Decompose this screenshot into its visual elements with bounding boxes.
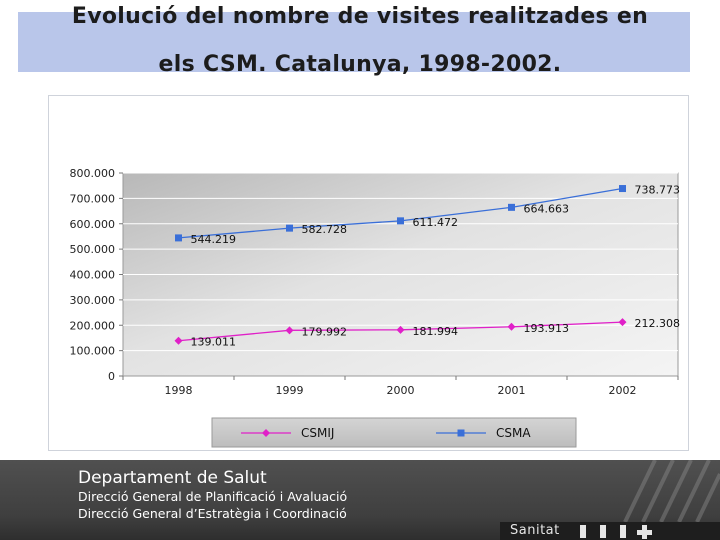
data-label: 738.773 bbox=[635, 184, 681, 197]
x-tick-label: 1999 bbox=[276, 384, 304, 397]
legend-marker bbox=[457, 429, 465, 437]
y-tick-label: 700.000 bbox=[70, 192, 116, 205]
legend-label: CSMA bbox=[496, 426, 531, 440]
brand-mark-icon bbox=[580, 525, 652, 539]
y-tick-label: 0 bbox=[108, 370, 115, 383]
y-tick-label: 300.000 bbox=[70, 294, 116, 307]
data-label: 664.663 bbox=[524, 202, 570, 215]
data-point bbox=[175, 234, 182, 242]
data-point bbox=[619, 185, 626, 193]
y-tick-label: 600.000 bbox=[70, 218, 116, 231]
data-label: 179.992 bbox=[302, 325, 348, 338]
brand-label: Sanitat bbox=[510, 523, 560, 538]
brand-bar: Sanitat bbox=[500, 522, 720, 540]
data-point bbox=[618, 318, 627, 327]
data-point bbox=[508, 203, 515, 211]
legend-marker bbox=[262, 429, 270, 437]
y-tick-label: 400.000 bbox=[70, 269, 116, 282]
y-tick-label: 100.000 bbox=[70, 345, 116, 358]
directorate-line-2: Direcció General d’Estratègia i Coordina… bbox=[78, 506, 347, 521]
data-label: 611.472 bbox=[413, 216, 459, 229]
x-tick-label: 2000 bbox=[387, 384, 415, 397]
x-tick-label: 2002 bbox=[609, 384, 637, 397]
slide-title-line-2: els CSM. Catalunya, 1998-2002. bbox=[158, 52, 562, 77]
data-label: 193.913 bbox=[524, 322, 570, 335]
data-point bbox=[174, 336, 183, 345]
data-label: 212.308 bbox=[635, 317, 681, 330]
data-point bbox=[507, 322, 516, 331]
data-point bbox=[396, 325, 405, 334]
data-point bbox=[286, 224, 293, 232]
y-tick-label: 200.000 bbox=[70, 319, 116, 332]
data-label: 582.728 bbox=[302, 223, 348, 236]
line-chart: 0 100.000 200.000 300.000 400.000 500.000 600.… bbox=[70, 167, 681, 448]
data-label: 139.011 bbox=[191, 336, 237, 349]
logo-stripes-icon bbox=[623, 460, 720, 522]
data-point bbox=[397, 217, 404, 225]
x-tick-label: 1998 bbox=[165, 384, 193, 397]
data-label: 544.219 bbox=[191, 233, 237, 246]
y-tick-label: 800.000 bbox=[70, 167, 116, 180]
y-tick-label: 500.000 bbox=[70, 243, 116, 256]
data-label: 181.994 bbox=[413, 325, 459, 338]
x-tick-label: 2001 bbox=[498, 384, 526, 397]
data-point bbox=[285, 326, 294, 335]
directorate-line-1: Direcció General de Planificació i Avalu… bbox=[78, 489, 348, 504]
legend-label: CSMIJ bbox=[301, 426, 334, 440]
title-band bbox=[18, 12, 690, 72]
chart-frame: 0 100.000 200.000 300.000 400.000 500.000 600.… bbox=[48, 95, 689, 451]
department-name: Departament de Salut bbox=[78, 468, 267, 488]
slide-title-line-1: Evolució del nombre de visites realitzad… bbox=[71, 4, 649, 29]
